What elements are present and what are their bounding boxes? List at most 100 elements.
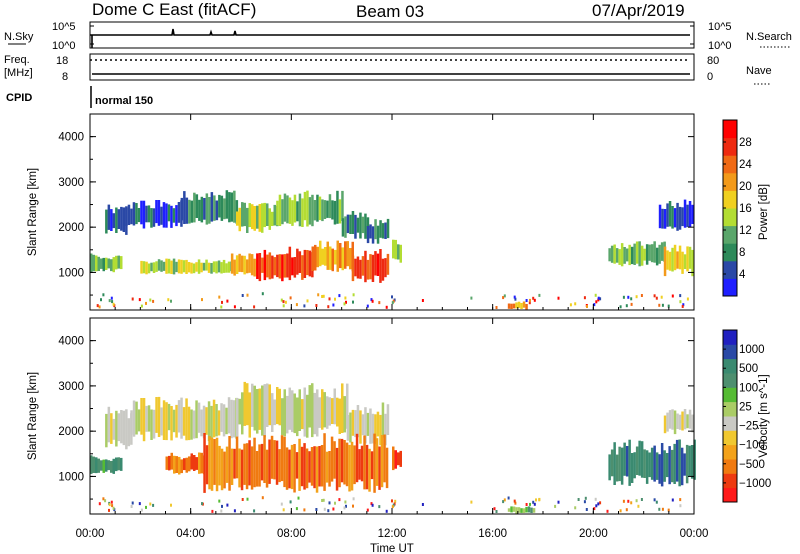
data-cell — [683, 254, 687, 269]
scatter-point — [557, 500, 560, 504]
data-cell — [635, 241, 639, 264]
scatter-point — [233, 305, 236, 309]
scatter-point — [630, 302, 633, 306]
data-cell — [198, 452, 201, 474]
data-cell — [241, 202, 244, 227]
data-cell — [673, 244, 677, 271]
scatter-point — [131, 297, 134, 301]
data-cell — [645, 244, 649, 265]
data-cell — [165, 402, 168, 441]
ytick-label: 2000 — [58, 222, 84, 234]
data-cell — [170, 260, 173, 274]
data-cell — [666, 250, 669, 270]
data-cell — [365, 444, 369, 490]
data-cell — [638, 241, 641, 267]
data-cell — [175, 205, 178, 227]
data-cell — [320, 445, 324, 487]
data-cell — [200, 196, 204, 223]
data-cell — [238, 207, 241, 232]
data-cell — [210, 405, 213, 440]
data-cell — [240, 255, 244, 273]
data-cell — [105, 209, 108, 234]
data-cell — [681, 207, 684, 227]
data-cell — [210, 192, 214, 222]
data-cell — [666, 412, 669, 432]
scatter-point — [470, 500, 473, 504]
scatter-point — [532, 500, 535, 504]
scatter-point — [529, 298, 531, 302]
data-cell — [276, 200, 279, 226]
scatter-point — [661, 303, 664, 307]
scatter-point — [653, 498, 656, 502]
data-cell — [100, 460, 103, 471]
data-cell — [298, 251, 302, 273]
data-cell — [608, 248, 611, 262]
colorbar-swatch — [723, 358, 737, 374]
data-cell — [349, 412, 352, 443]
colorbar-swatch — [723, 208, 737, 227]
data-cell — [386, 404, 390, 435]
data-cell — [686, 246, 689, 272]
colorbar-tick-label: 500 — [739, 363, 758, 375]
data-cell — [238, 398, 241, 425]
data-cell — [236, 398, 239, 437]
power-colorbar-label: Power [dB] — [758, 184, 770, 240]
nsky-panel: N.Sky 10^5 10^0 10^5 10^0 N.Search — [4, 21, 792, 52]
data-cell — [308, 197, 312, 225]
data-cell — [384, 413, 387, 446]
data-cell — [366, 226, 370, 244]
colorbar-tick-label: 1000 — [739, 344, 765, 356]
data-cell — [107, 258, 110, 269]
data-cell — [334, 249, 337, 265]
data-cell — [300, 446, 304, 487]
data-cell — [145, 405, 148, 432]
scatter-point — [345, 300, 347, 304]
data-cell — [681, 251, 684, 274]
scatter-point — [655, 500, 658, 504]
data-cell — [373, 433, 376, 493]
data-cell — [336, 240, 339, 272]
data-cell — [392, 446, 395, 471]
scatter-point — [421, 299, 424, 302]
data-cell — [243, 443, 246, 485]
data-cell — [296, 201, 299, 222]
data-region — [236, 381, 349, 438]
scatter-point — [111, 504, 114, 508]
freq-panel: Freq. [MHz] 18 8 80 0 Nave — [4, 53, 772, 85]
data-cell — [645, 450, 649, 484]
data-cell — [95, 255, 98, 272]
scatter-point — [619, 305, 622, 309]
data-cell — [263, 384, 266, 438]
data-cell — [690, 445, 694, 479]
data-cell — [95, 457, 98, 474]
scatter-point — [280, 502, 283, 506]
scatter-point — [533, 502, 536, 506]
data-cell — [675, 439, 679, 482]
scatter-point — [594, 497, 597, 501]
scatter-point — [538, 497, 541, 501]
nsearch-label: N.Search — [746, 31, 792, 43]
data-region — [125, 200, 183, 229]
data-cell — [180, 259, 183, 274]
scatter-point — [149, 502, 152, 506]
data-cell — [266, 203, 269, 226]
data-cell — [296, 248, 299, 275]
colorbar-swatch — [723, 444, 737, 460]
data-cell — [222, 404, 226, 437]
data-cell — [314, 244, 317, 271]
colorbar-swatch — [723, 473, 737, 489]
scatter-point — [201, 298, 203, 302]
data-cell — [147, 405, 151, 432]
data-cell — [394, 450, 397, 469]
data-cell — [693, 439, 696, 480]
data-cell — [683, 409, 687, 430]
data-region — [230, 253, 259, 277]
data-cell — [253, 206, 256, 231]
data-cell — [650, 447, 654, 480]
data-cell — [359, 212, 362, 239]
scatter-point — [525, 503, 528, 506]
nave-tick-bottom: 0 — [707, 71, 713, 83]
scatter-point — [131, 501, 134, 505]
scatter-point — [334, 297, 336, 301]
data-cell — [369, 254, 372, 280]
